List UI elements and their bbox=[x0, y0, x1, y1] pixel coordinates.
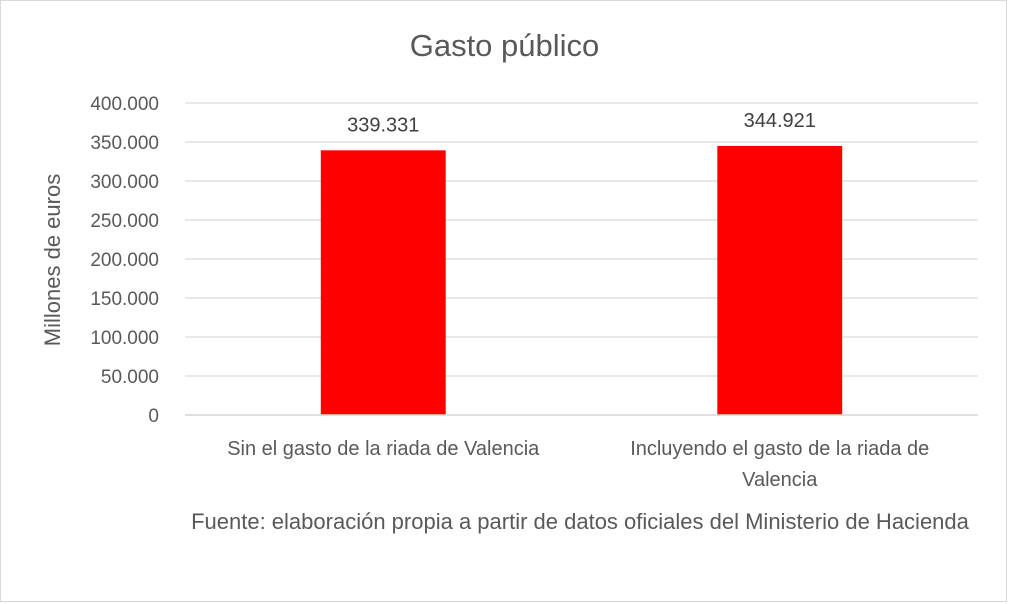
data-label: 344.921 bbox=[744, 110, 816, 132]
bar bbox=[717, 145, 843, 416]
y-tick-label: 300.000 bbox=[90, 172, 159, 193]
bar bbox=[320, 150, 446, 415]
chart-title: Gasto público bbox=[409, 28, 600, 63]
y-tick-label: 150.000 bbox=[90, 289, 159, 310]
data-label: 339.331 bbox=[347, 114, 419, 136]
y-tick-label: 100.000 bbox=[90, 328, 159, 349]
y-tick-label: 0 bbox=[148, 406, 159, 427]
y-tick-label: 400.000 bbox=[90, 94, 159, 115]
y-tick-label: 200.000 bbox=[90, 250, 159, 271]
y-tick-label: 350.000 bbox=[90, 133, 159, 154]
x-tick-label: Incluyendo el gasto de la riada de Valenc… bbox=[630, 438, 929, 491]
x-tick-label: Sin el gasto de la riada de Valencia bbox=[227, 438, 540, 460]
y-tick-label: 50.000 bbox=[101, 367, 159, 388]
y-tick-label: 250.000 bbox=[90, 211, 159, 232]
source-note: Fuente: elaboración propia a partir de d… bbox=[191, 509, 969, 534]
